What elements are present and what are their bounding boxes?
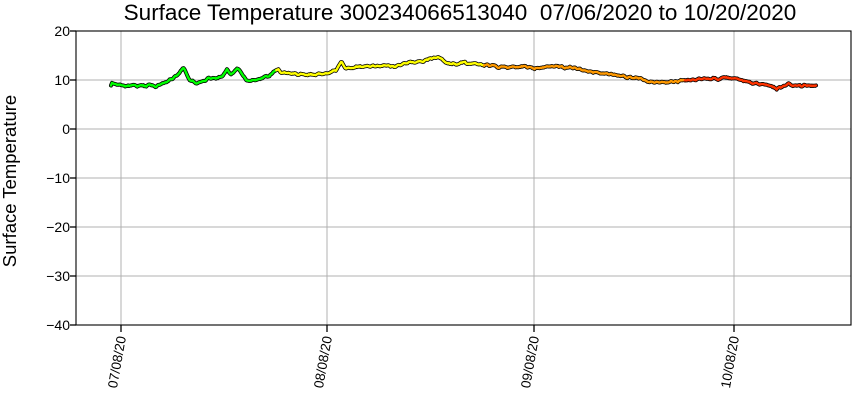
svg-text:09/08/20: 09/08/20 <box>518 335 542 389</box>
svg-text:−40: −40 <box>46 317 70 333</box>
svg-text:10: 10 <box>54 72 70 88</box>
svg-text:07/08/20: 07/08/20 <box>105 335 129 389</box>
svg-text:0: 0 <box>62 121 70 137</box>
svg-text:Surface Temperature 3002340665: Surface Temperature 300234066513040 07/0… <box>124 0 797 25</box>
svg-text:10/08/20: 10/08/20 <box>718 335 742 389</box>
svg-text:20: 20 <box>54 23 70 39</box>
svg-text:−20: −20 <box>46 219 70 235</box>
svg-text:−30: −30 <box>46 268 70 284</box>
svg-text:08/08/20: 08/08/20 <box>311 335 335 389</box>
svg-text:Surface Temperature: Surface Temperature <box>0 95 20 267</box>
svg-text:−10: −10 <box>46 170 70 186</box>
